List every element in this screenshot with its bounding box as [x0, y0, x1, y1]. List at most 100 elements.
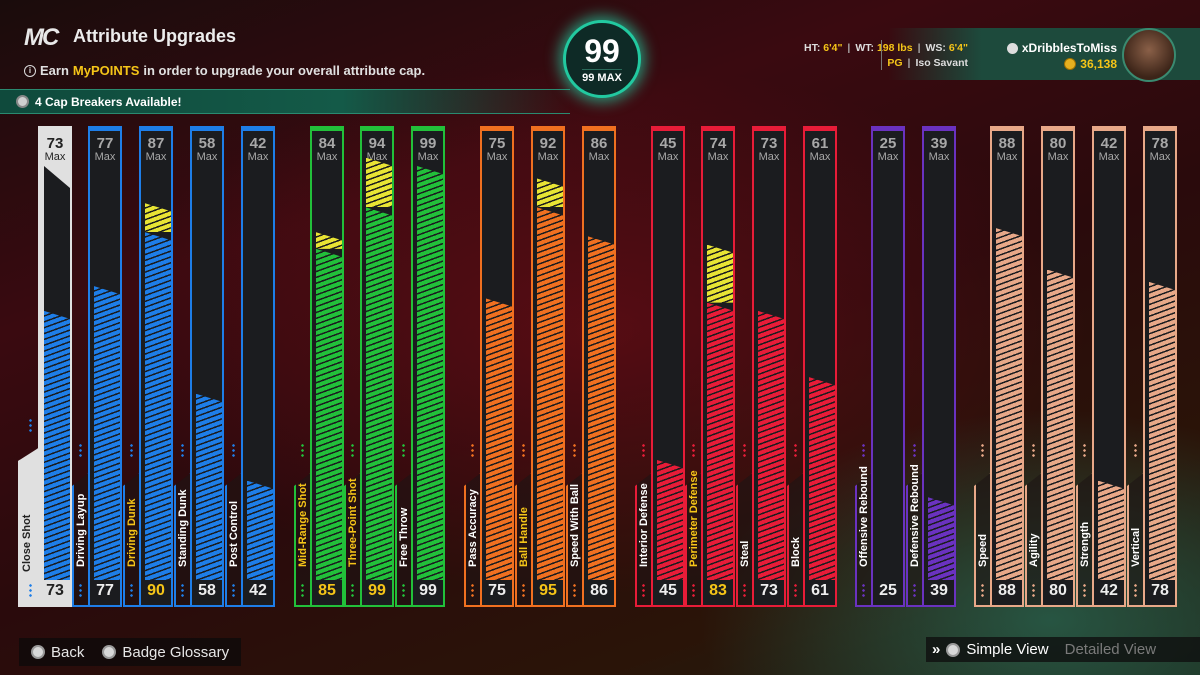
attribute-bar[interactable]: Driving Dunk 87 Max 90 — [123, 126, 173, 607]
attribute-bar[interactable]: Agility 80 Max 80 — [1025, 126, 1075, 607]
bar-frame: 94 Max 99 — [360, 126, 394, 607]
upgrade-fill — [366, 157, 392, 208]
bar-frame: 75 Max 75 — [480, 126, 514, 607]
max-value: 42 — [1100, 135, 1118, 152]
dots-icon — [181, 443, 184, 457]
back-button[interactable]: Back — [31, 644, 84, 661]
bar-frame: 77 Max 77 — [88, 126, 122, 607]
attribute-bar[interactable]: Defensive Rebound 39 Max 39 — [906, 126, 956, 607]
current-value: 42 — [249, 582, 267, 599]
bar-frame: 45 Max 45 — [651, 126, 685, 607]
max-value: 73 — [760, 135, 778, 152]
dots-icon — [402, 583, 405, 597]
attribute-bar[interactable]: Ball Handle 92 Max 95 — [515, 126, 565, 607]
back-label: Back — [51, 643, 85, 661]
max-value: 94 — [368, 135, 386, 152]
max-value: 58 — [198, 135, 216, 152]
upgrade-fill — [537, 178, 563, 208]
attribute-bar[interactable]: Three-Point Shot 94 Max 99 — [344, 126, 394, 607]
dots-icon — [29, 418, 32, 432]
bar-track — [588, 166, 614, 580]
max-label: Max — [1149, 151, 1171, 163]
dots-icon — [181, 583, 184, 597]
attribute-bar[interactable]: Post Control 42 Max 42 — [225, 126, 275, 607]
dots-icon — [794, 583, 797, 597]
current-fill — [94, 286, 120, 580]
dots-icon — [29, 583, 32, 597]
bar-frame: 92 Max 95 — [531, 126, 565, 607]
page-title: Attribute Upgrades — [73, 26, 237, 46]
attribute-bar[interactable]: Standing Dunk 58 Max 58 — [174, 126, 224, 607]
cap-breakers-banner: 4 Cap Breakers Available! — [0, 89, 570, 114]
attribute-bar[interactable]: Offensive Rebound 25 Max 25 — [855, 126, 905, 607]
dots-icon — [301, 443, 304, 457]
current-fill — [44, 310, 70, 580]
attribute-bar[interactable]: Close Shot 73 Max 73 — [18, 126, 72, 607]
vc-balance: 36,138 — [1064, 57, 1117, 71]
current-fill — [196, 393, 222, 580]
max-value: 74 — [709, 135, 727, 152]
current-value: 77 — [96, 582, 114, 599]
current-value: 86 — [590, 582, 608, 599]
attribute-bar[interactable]: Perimeter Defense 74 Max 83 — [685, 126, 735, 607]
dots-icon — [642, 583, 645, 597]
dots-icon — [913, 443, 916, 457]
dots-icon — [301, 583, 304, 597]
attribute-bar[interactable]: Mid-Range Shot 84 Max 85 — [294, 126, 344, 607]
mypoints-highlight: MyPOINTS — [72, 63, 140, 78]
dots-icon — [130, 583, 133, 597]
attribute-bar[interactable]: Strength 42 Max 42 — [1076, 126, 1126, 607]
vc-amount: 36,138 — [1080, 57, 1117, 71]
current-value: 88 — [998, 582, 1016, 599]
bar-track — [417, 166, 443, 580]
bar-track — [707, 166, 733, 580]
bar-frame: 61 Max 61 — [803, 126, 837, 607]
weight-label: WT: — [855, 42, 877, 54]
attribute-bar[interactable]: Interior Defense 45 Max 45 — [635, 126, 685, 607]
height-value: 6'4" — [823, 42, 843, 54]
bar-frame: 78 Max 78 — [1143, 126, 1177, 607]
attribute-bar[interactable]: Free Throw 99 Max 99 — [395, 126, 445, 607]
current-value: 61 — [811, 582, 829, 599]
bar-frame: 74 Max 83 — [701, 126, 735, 607]
simple-view-tab[interactable]: Simple View — [966, 641, 1049, 658]
bar-track — [145, 166, 171, 580]
chevrons-icon: » — [932, 641, 941, 658]
current-fill — [1149, 281, 1175, 580]
current-fill — [537, 207, 563, 580]
badge-glossary-label: Badge Glossary — [122, 643, 230, 661]
attribute-bar[interactable]: Pass Accuracy 75 Max 75 — [464, 126, 514, 607]
attribute-bar[interactable]: Block 61 Max 61 — [787, 126, 837, 607]
attribute-bar[interactable]: Driving Layup 77 Max 77 — [72, 126, 122, 607]
max-value: 25 — [879, 135, 897, 152]
divider — [881, 40, 882, 70]
max-label: Max — [877, 151, 899, 163]
current-fill — [486, 298, 512, 580]
dots-icon — [351, 443, 354, 457]
dots-icon — [913, 583, 916, 597]
attribute-bar[interactable]: Speed With Ball 86 Max 86 — [566, 126, 616, 607]
attribute-bar[interactable]: Vertical 78 Max 78 — [1127, 126, 1177, 607]
footer-actions: Back Badge Glossary — [19, 638, 241, 666]
attribute-name: Close Shot — [21, 514, 33, 572]
dots-icon — [1083, 443, 1086, 457]
bar-frame: 88 Max 88 — [990, 126, 1024, 607]
max-label: Max — [94, 151, 116, 163]
dots-icon — [692, 583, 695, 597]
bar-track — [1047, 166, 1073, 580]
current-value: 39 — [930, 582, 948, 599]
bar-frame: 58 Max 58 — [190, 126, 224, 607]
current-fill — [417, 166, 443, 580]
overall-rating-badge: 99 99 MAX — [563, 20, 641, 98]
attribute-bar[interactable]: Steal 73 Max 73 — [736, 126, 786, 607]
dots-icon — [862, 583, 865, 597]
max-label: Max — [928, 151, 950, 163]
attribute-bar[interactable]: Speed 88 Max 88 — [974, 126, 1024, 607]
max-value: 99 — [419, 135, 437, 152]
max-label: Max — [486, 151, 508, 163]
badge-glossary-button[interactable]: Badge Glossary — [102, 644, 229, 661]
dots-icon — [862, 443, 865, 457]
upgrade-fill — [707, 244, 733, 303]
detailed-view-tab[interactable]: Detailed View — [1064, 641, 1157, 658]
